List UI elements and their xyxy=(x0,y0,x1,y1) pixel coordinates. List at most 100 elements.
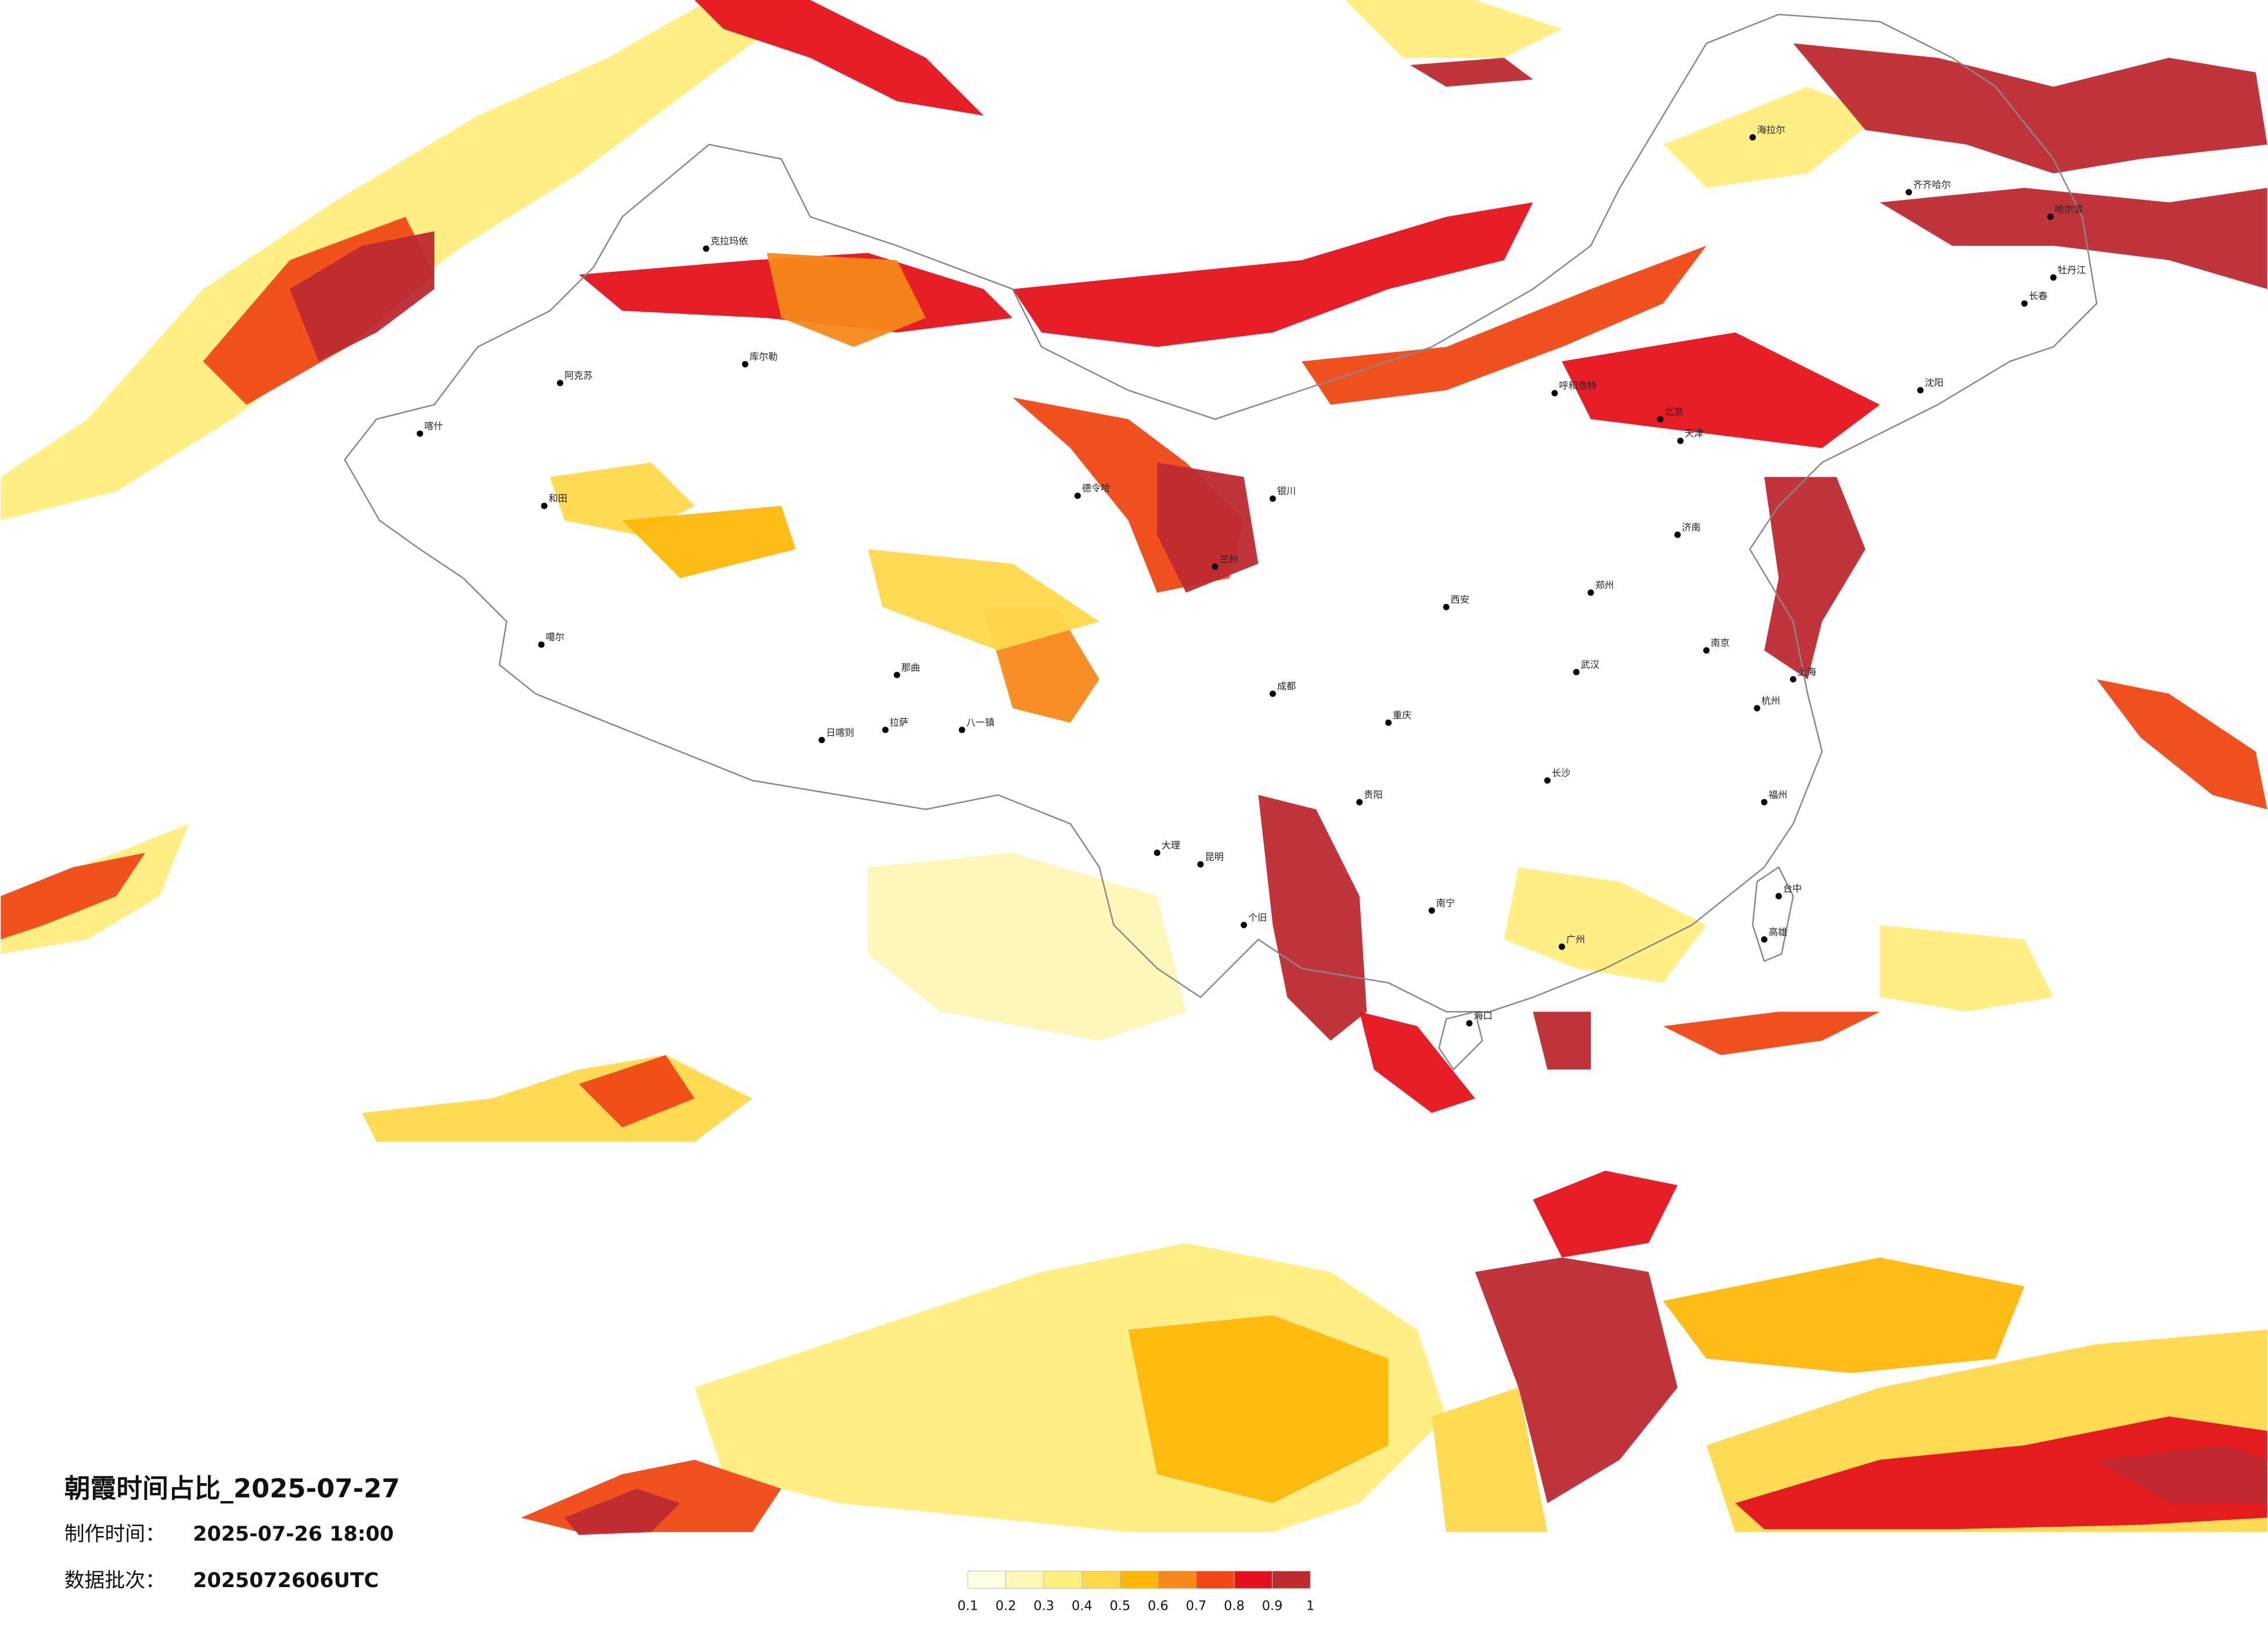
info-value: 2025072606UTC xyxy=(193,1569,379,1592)
cloud-region xyxy=(578,1055,695,1128)
city-label: 噶尔 xyxy=(546,632,565,643)
cloud-region xyxy=(564,1488,680,1535)
legend-swatch xyxy=(1043,1570,1083,1589)
city-dot xyxy=(1753,705,1760,712)
cloud-region xyxy=(868,549,1099,650)
legend-label: 0.7 xyxy=(1186,1599,1207,1614)
city-dot xyxy=(1656,416,1663,423)
cloud-region xyxy=(1735,1416,2267,1530)
city-label: 个旧 xyxy=(1248,912,1267,923)
city-label: 哈尔滨 xyxy=(2055,204,2083,215)
cloud-region xyxy=(2097,1445,2267,1503)
city-dot xyxy=(1677,437,1684,444)
city-label: 银川 xyxy=(1277,485,1296,497)
city-label: 昆明 xyxy=(1205,851,1223,862)
info-label: 制作时间： xyxy=(64,1523,166,1546)
city-dot xyxy=(1269,495,1276,502)
city-dot xyxy=(2047,213,2054,220)
city-dot xyxy=(703,245,710,252)
cloud-region xyxy=(1,852,146,940)
cloud-region xyxy=(549,462,695,535)
cloud-region xyxy=(1012,202,1533,347)
city-dot xyxy=(1443,603,1450,610)
cloud-region xyxy=(1879,924,2054,1012)
city-dot xyxy=(1544,777,1551,784)
legend-label: 0.1 xyxy=(957,1599,978,1614)
city-dot xyxy=(1269,690,1276,697)
cloud-region xyxy=(2097,679,2267,810)
city-label: 成都 xyxy=(1277,681,1296,692)
city-dot xyxy=(1558,943,1565,950)
city-dot xyxy=(958,726,965,733)
city-dot xyxy=(1466,1020,1473,1027)
city-label: 武汉 xyxy=(1581,659,1600,670)
city-label: 呼和浩特 xyxy=(1559,380,1597,391)
city-label: 郑州 xyxy=(1595,580,1613,591)
city-dot xyxy=(1197,861,1204,868)
city-label: 齐齐哈尔 xyxy=(1913,179,1951,190)
city-label: 重庆 xyxy=(1393,710,1411,721)
city-dot xyxy=(1917,387,1924,394)
city-dot xyxy=(1573,668,1580,675)
city-label: 和田 xyxy=(549,493,567,504)
cloud-region xyxy=(622,506,796,578)
city-dot xyxy=(818,736,825,743)
city-dot xyxy=(1551,390,1558,397)
cloud-region xyxy=(1475,1257,1678,1503)
legend-label: 0.4 xyxy=(1072,1599,1092,1614)
city-label: 八一镇 xyxy=(966,717,994,728)
city-label: 库尔勒 xyxy=(749,351,777,362)
city-dot xyxy=(1761,798,1768,805)
cloud-region xyxy=(1345,0,1562,58)
city-dot xyxy=(893,671,900,678)
city-label: 台中 xyxy=(1783,883,1802,894)
legend: 0.1 0.2 0.3 0.4 0.5 0.6 0.7 0.8 0.9 1 xyxy=(957,1570,1314,1614)
city-dot xyxy=(742,361,749,368)
city-dot xyxy=(1212,563,1219,570)
legend-label: 0.2 xyxy=(995,1599,1016,1614)
city-label: 天津 xyxy=(1685,428,1703,439)
city-label: 贵阳 xyxy=(1364,789,1382,800)
map-title: 朝霞时间占比_2025-07-27 xyxy=(64,1473,400,1503)
cloud-region xyxy=(767,253,926,347)
legend-swatch xyxy=(1081,1570,1120,1589)
legend-swatch xyxy=(1005,1570,1044,1589)
cloud-region xyxy=(1764,477,1866,679)
cloud-region xyxy=(1533,1171,1678,1258)
city-label: 喀什 xyxy=(424,420,443,431)
cloud-region xyxy=(289,231,434,362)
city-dot xyxy=(1241,922,1248,929)
cloud-region xyxy=(1663,87,1880,188)
info-value: 2025-07-26 18:00 xyxy=(193,1523,394,1546)
cloud-layer xyxy=(1,0,2267,1535)
legend-label: 0.6 xyxy=(1148,1599,1169,1614)
legend-swatch xyxy=(1119,1570,1159,1589)
city-dot xyxy=(1749,134,1756,141)
city-label: 福州 xyxy=(1769,789,1787,800)
city-dot xyxy=(1074,492,1081,499)
cloud-region xyxy=(1302,246,1707,405)
legend-swatch xyxy=(1158,1570,1197,1589)
island-outline xyxy=(1438,866,1794,1071)
city-dot xyxy=(538,641,545,648)
city-dot xyxy=(1906,189,1913,196)
city-dot xyxy=(1703,647,1710,654)
city-label: 南宁 xyxy=(1436,898,1455,909)
cloud-region xyxy=(1432,1387,1548,1533)
city-label: 兰州 xyxy=(1219,553,1238,564)
city-dot xyxy=(541,502,548,509)
city-label: 大理 xyxy=(1162,840,1180,851)
city-label: 杭州 xyxy=(1762,695,1780,706)
cloud-region xyxy=(1504,867,1707,983)
cloud-region xyxy=(1562,332,1880,448)
legend-label: 0.8 xyxy=(1224,1599,1245,1614)
city-label: 广州 xyxy=(1566,934,1585,945)
city-label: 高雄 xyxy=(1769,926,1787,937)
city-dot xyxy=(416,430,423,437)
city-label: 海拉尔 xyxy=(1757,124,1785,135)
legend-swatch xyxy=(1272,1570,1311,1589)
cloud-region xyxy=(1879,188,2267,289)
legend-label: 0.5 xyxy=(1110,1599,1131,1614)
